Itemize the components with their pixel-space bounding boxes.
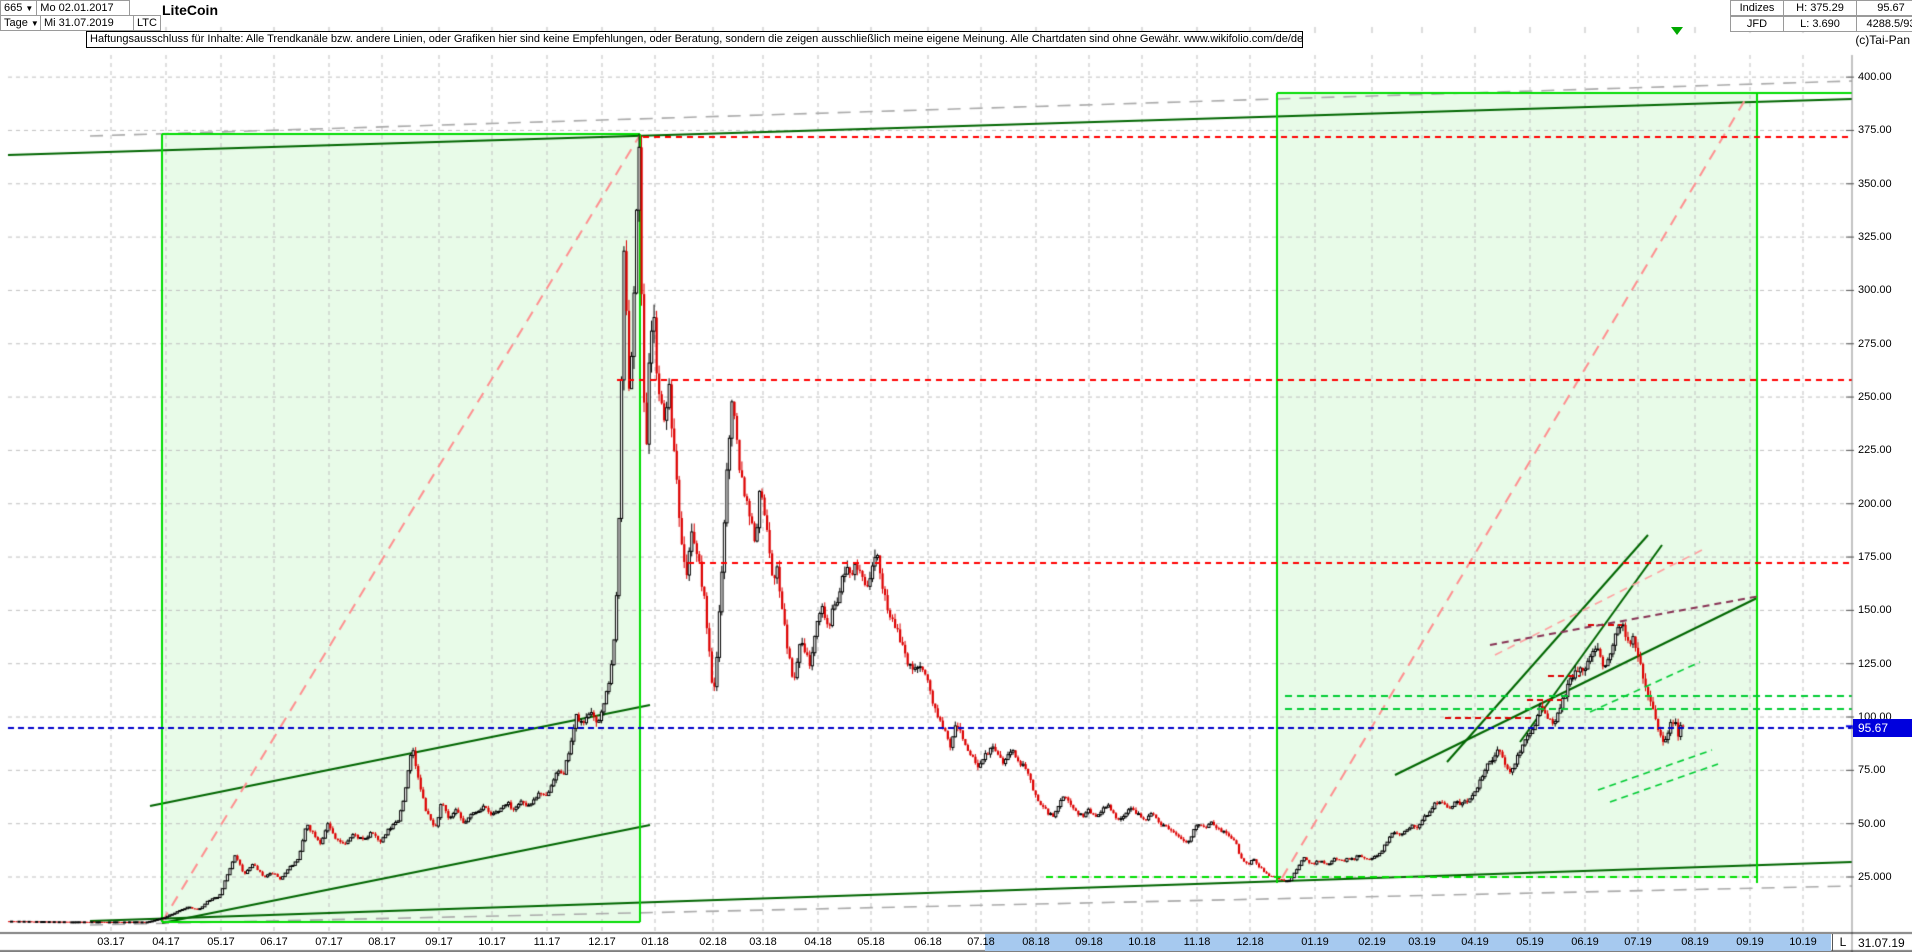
y-axis-label: 400.00 (1858, 71, 1892, 84)
y-axis-label: 250.00 (1858, 391, 1892, 404)
x-axis-label: 01.19 (1301, 936, 1329, 948)
x-axis-label: 08.17 (368, 936, 396, 948)
x-axis-label: 04.18 (804, 936, 832, 948)
x-axis-label: 03.17 (97, 936, 125, 948)
x-axis-label: 04.19 (1461, 936, 1489, 948)
x-axis-label: 05.18 (857, 936, 885, 948)
y-axis-label: 125.00 (1858, 657, 1892, 670)
date-to-field[interactable]: Mi 31.07.2019 (41, 15, 134, 31)
chevron-down-icon: ▼ (25, 3, 34, 13)
y-axis-label: 300.00 (1858, 284, 1892, 297)
x-axis-label: 07.17 (315, 936, 343, 948)
high-value: H: 375.29 (1796, 2, 1844, 14)
x-axis-label: 05.19 (1516, 936, 1544, 948)
header-row-1: 665 ▼ Mo 02.01.2017 (0, 0, 131, 16)
y-axis-label: 75.00 (1858, 764, 1886, 777)
provider-value: JFD (1746, 18, 1768, 30)
x-axis-label: 11.17 (533, 936, 561, 948)
last-price-badge: 95.67 (1853, 719, 1912, 737)
x-axis-label: 08.19 (1681, 936, 1709, 948)
cursor-date-label: 31.07.19 (1858, 936, 1905, 950)
chevron-down-icon: ▼ (30, 18, 39, 28)
index-group-value: Indizes (1739, 2, 1775, 14)
y-axis-label: 25.000 (1858, 871, 1892, 883)
high-cell: H: 375.29 (1784, 0, 1857, 16)
x-axis-label: 10.19 (1789, 936, 1817, 948)
x-axis-label: 02.19 (1358, 936, 1386, 948)
y-axis-label: 275.00 (1858, 337, 1892, 350)
x-axis-label: 03.18 (749, 936, 777, 948)
y-axis-label: 225.00 (1858, 444, 1892, 457)
period-value: Tage (4, 17, 28, 29)
x-axis-label: 09.19 (1736, 936, 1764, 948)
y-axis-label: 375.00 (1858, 124, 1892, 137)
x-axis-label: 07.19 (1624, 936, 1652, 948)
date-from-field[interactable]: Mo 02.01.2017 (37, 0, 131, 16)
x-axis-label: 09.18 (1075, 936, 1103, 948)
page-title: LiteCoin (162, 2, 218, 18)
disclaimer-bar: Haftungsausschluss für Inhalte: Alle Tre… (86, 31, 1303, 48)
low-value: L: 3.690 (1800, 18, 1840, 30)
x-axis-label: 05.17 (207, 936, 235, 948)
x-axis-label: 10.17 (478, 936, 506, 948)
x-axis-label: 02.18 (699, 936, 727, 948)
y-axis-label: 50.00 (1858, 817, 1886, 830)
period-dropdown[interactable]: Tage ▼ (0, 15, 41, 31)
y-axis-label: 350.00 (1858, 177, 1892, 190)
y-axis-label: 150.00 (1858, 604, 1892, 617)
x-axis-label: 06.18 (914, 936, 942, 948)
x-axis-label: 10.18 (1128, 936, 1156, 948)
low-cell: L: 3.690 (1784, 16, 1857, 32)
x-axis-label: 04.17 (152, 936, 180, 948)
date-from-value: Mo 02.01.2017 (40, 2, 114, 14)
x-axis-label: 12.18 (1236, 936, 1264, 948)
last-price-cell: 95.67 (1857, 0, 1912, 16)
volume-cell: 4288.5/93 (1857, 16, 1912, 32)
provider-cell: JFD (1730, 16, 1784, 32)
symbol-cell: LTC (134, 15, 161, 31)
index-group-cell[interactable]: Indizes (1730, 0, 1784, 16)
x-axis-label: 08.18 (1022, 936, 1050, 948)
y-axis-label: 175.00 (1858, 551, 1892, 564)
x-axis-label: 03.19 (1408, 936, 1436, 948)
selected-range-highlight[interactable] (985, 934, 1831, 951)
x-axis-label: 12.17 (588, 936, 616, 948)
bars-count-value: 665 (4, 2, 23, 14)
volume-value: 4288.5/93 (1866, 18, 1912, 30)
quote-info-panel: Indizes JFD H: 375.29 L: 3.690 95.67 428… (1730, 0, 1912, 32)
x-axis-label: 11.18 (1183, 936, 1211, 948)
symbol-value: LTC (137, 17, 157, 29)
last-bar-marker-icon (1671, 27, 1683, 35)
y-axis-label: 200.00 (1858, 497, 1892, 510)
x-axis-label: 09.17 (425, 936, 453, 948)
x-axis-label: 01.18 (641, 936, 669, 948)
copyright-label: (c)Tai-Pan (1855, 33, 1910, 47)
y-axis-label: 325.00 (1858, 231, 1892, 244)
x-axis-label: 06.19 (1571, 936, 1599, 948)
bars-count-dropdown[interactable]: 665 ▼ (0, 0, 38, 16)
last-price-value: 95.67 (1877, 2, 1905, 14)
header-row-2: Tage ▼ Mi 31.07.2019 LTC (0, 15, 161, 31)
cursor-mode-label: L (1832, 934, 1853, 951)
x-axis-label: 06.17 (260, 936, 288, 948)
x-axis-label: 07.18 (967, 936, 995, 948)
date-to-value: Mi 31.07.2019 (44, 17, 114, 29)
